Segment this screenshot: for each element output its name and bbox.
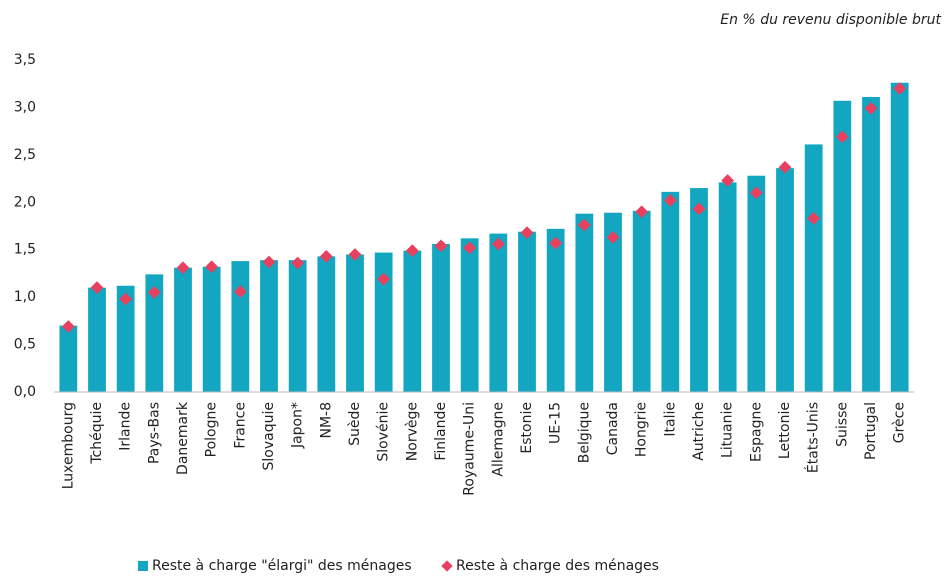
x-tick-label: Canada xyxy=(605,402,621,455)
bar xyxy=(432,244,450,392)
bar xyxy=(632,210,651,392)
bar xyxy=(804,144,823,392)
bar xyxy=(575,213,594,392)
x-tick-label: Pays-Bas xyxy=(146,402,162,464)
bar xyxy=(260,260,278,392)
y-tick-label: 2,0 xyxy=(14,194,36,210)
y-tick-label: 1,5 xyxy=(14,242,36,258)
diamond-marker xyxy=(176,261,190,275)
bar xyxy=(489,233,508,392)
diamond-marker xyxy=(434,239,448,253)
bar xyxy=(833,100,852,392)
diamond-marker xyxy=(291,256,305,270)
bar xyxy=(59,325,78,392)
bar xyxy=(460,238,479,392)
diamond-marker xyxy=(348,248,362,261)
bar xyxy=(231,261,250,392)
legend-swatch xyxy=(441,560,453,572)
x-tick-label: Luxembourg xyxy=(60,402,76,489)
bar xyxy=(776,168,794,392)
bar xyxy=(317,256,336,392)
bar xyxy=(718,182,737,392)
y-tick-label: 0,5 xyxy=(14,337,36,353)
bar xyxy=(88,287,106,392)
bar xyxy=(747,175,766,392)
x-tick-label: Lettonie xyxy=(777,402,793,459)
x-tick-label: UE-15 xyxy=(548,402,564,444)
diamond-marker xyxy=(205,260,219,274)
x-tick-label: Japon* xyxy=(290,402,306,449)
diamond-marker xyxy=(119,292,133,306)
diamond-marker xyxy=(491,237,505,251)
x-tick-label: Slovénie xyxy=(376,402,392,462)
bar xyxy=(288,260,307,392)
y-tick-label: 0,0 xyxy=(14,384,36,400)
legend-label: Reste à charge des ménages xyxy=(456,558,659,574)
x-tick-label: Pologne xyxy=(204,402,220,457)
bar xyxy=(202,266,221,392)
x-tick-label: Finlande xyxy=(433,402,449,461)
x-tick-label: Estonie xyxy=(519,402,535,454)
legend-swatch xyxy=(138,561,148,571)
y-tick-label: 3,5 xyxy=(14,52,36,68)
x-tick-label: Grèce xyxy=(892,402,908,443)
diamond-marker xyxy=(262,255,276,269)
x-tick-label: Espagne xyxy=(748,402,764,462)
x-tick-label: Suisse xyxy=(834,402,850,447)
bar xyxy=(661,191,680,392)
x-tick-label: États-Unis xyxy=(805,402,822,473)
bar xyxy=(374,252,393,392)
y-tick-label: 3,0 xyxy=(14,99,36,115)
x-tick-label: Lituanie xyxy=(720,402,736,458)
x-tick-label: Slovaquie xyxy=(261,402,277,470)
bar xyxy=(862,96,880,392)
chart-subtitle: En % du revenu disponible brut xyxy=(720,12,941,28)
x-tick-label: Irlande xyxy=(118,402,134,451)
bar xyxy=(690,188,708,392)
diamond-marker xyxy=(90,281,104,295)
diamond-marker xyxy=(147,286,161,299)
diamond-marker xyxy=(233,285,247,298)
x-tick-label: Portugal xyxy=(863,402,879,460)
diamond-marker xyxy=(405,244,419,258)
diamond-marker xyxy=(61,320,75,333)
x-tick-label: Norvège xyxy=(404,402,420,461)
diamond-marker xyxy=(463,241,477,255)
bar xyxy=(116,285,135,392)
bar xyxy=(145,274,164,392)
y-tick-label: 1,0 xyxy=(14,289,36,305)
x-tick-label: NM-8 xyxy=(318,402,334,439)
bar xyxy=(346,254,364,392)
legend-label: Reste à charge "élargi" des ménages xyxy=(152,558,412,574)
x-tick-label: Belgique xyxy=(576,402,592,463)
bar xyxy=(604,212,622,392)
bar xyxy=(546,228,565,392)
bar xyxy=(518,231,536,392)
x-tick-label: Hongrie xyxy=(634,402,650,457)
diamond-marker xyxy=(319,249,333,263)
x-tick-label: Italie xyxy=(662,402,678,437)
x-tick-label: Tchéquie xyxy=(89,402,105,465)
bar xyxy=(174,267,192,392)
x-tick-label: Danemark xyxy=(175,401,191,475)
x-tick-label: France xyxy=(232,402,248,449)
x-tick-label: Royaume-Uni xyxy=(462,402,478,496)
x-tick-label: Allemagne xyxy=(490,402,506,477)
x-tick-label: Suède xyxy=(347,402,363,446)
y-tick-label: 2,5 xyxy=(14,147,36,163)
diamond-marker xyxy=(377,272,391,286)
bar xyxy=(890,82,909,392)
bar xyxy=(403,250,422,392)
x-tick-label: Autriche xyxy=(691,402,707,461)
